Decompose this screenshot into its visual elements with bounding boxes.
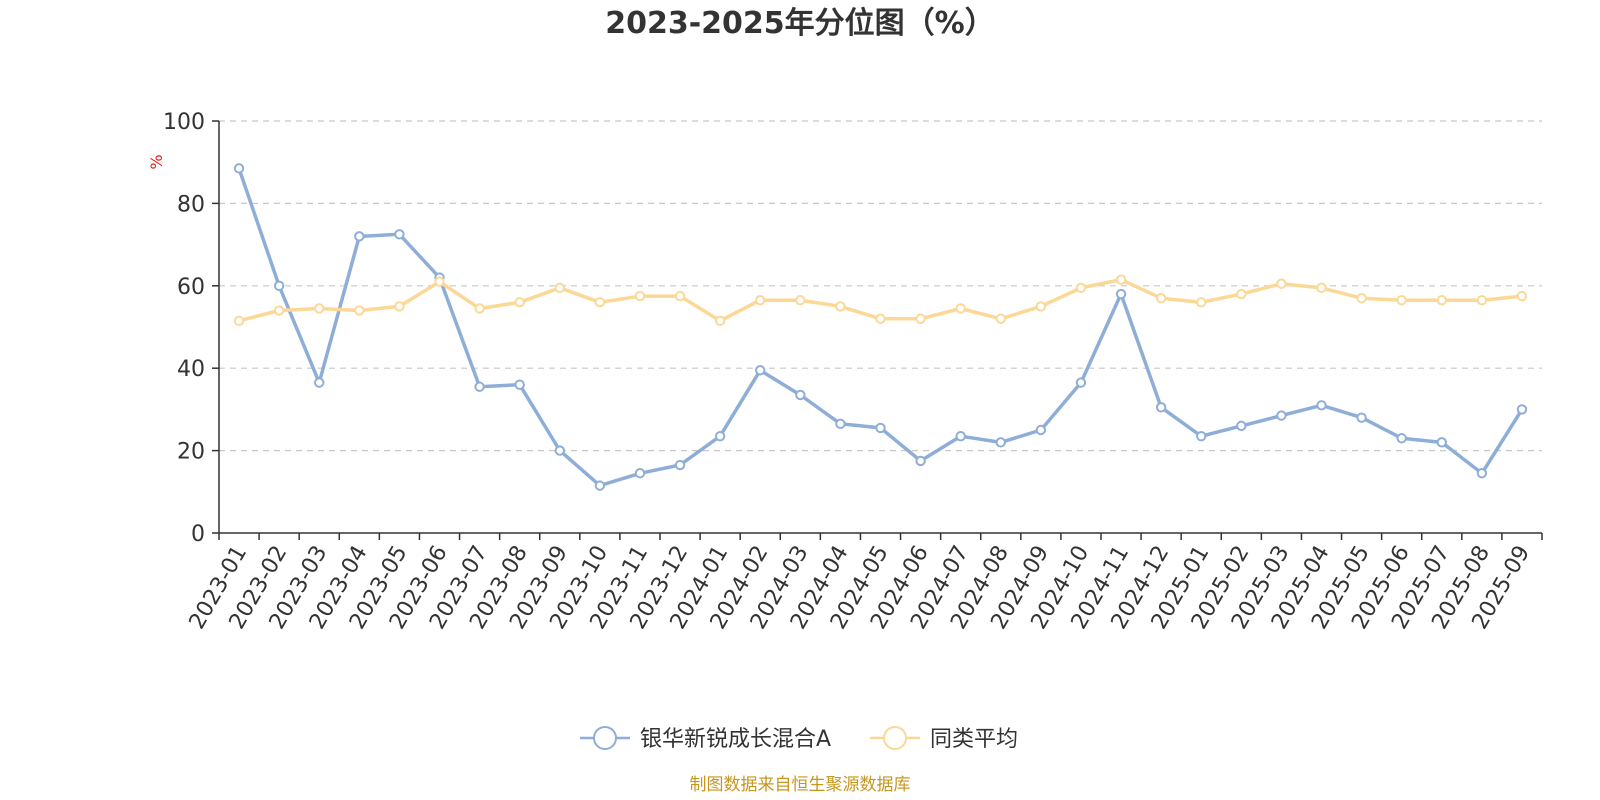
data-point [594,480,606,491]
legend-item-1[interactable]: 银华新锐成长混合A [580,726,831,752]
data-point [674,459,686,471]
y-tick-label: 80 [177,192,205,217]
data-point [875,313,886,324]
data-point [1236,420,1247,432]
data-point [755,365,766,376]
legend-circle-icon [883,726,907,750]
source-note: 制图数据来自恒生聚源数据库 [690,775,911,795]
data-point [314,377,325,388]
data-point [434,276,445,287]
data-point [474,381,485,392]
chart-title: 2023-2025年分位图（%） [605,6,995,41]
y-tick-label: 100 [163,110,205,135]
data-point [1476,295,1488,306]
data-point [915,455,926,467]
data-point [1436,437,1447,448]
data-point [474,303,485,314]
data-point [915,313,926,324]
data-point [554,445,565,456]
data-point [835,418,846,430]
data-point [1316,282,1327,294]
data-point [1396,295,1407,306]
data-point [1356,292,1367,304]
data-point [1155,292,1167,304]
data-point [514,297,525,308]
data-point [1436,295,1447,306]
legend-circle-icon [593,726,617,750]
x-axis-ticks: 2023-012023-022023-032023-042023-052023-… [185,533,1543,634]
data-point [1155,402,1167,413]
y-tick-label: 60 [177,275,205,300]
data-point [955,303,966,314]
legend-label: 银华新锐成长混合A [640,727,831,752]
axes [218,121,1542,534]
data-point [233,163,245,174]
series-lines [233,163,1528,491]
data-point [1196,430,1207,442]
data-point [795,389,806,401]
data-point [1115,274,1127,285]
series-line [237,167,1524,488]
data-point [674,290,686,302]
data-point [1396,433,1407,444]
data-point [835,301,846,312]
data-point [1476,468,1488,479]
data-point [1075,282,1087,294]
data-point [594,297,606,308]
data-point [634,468,646,479]
y-tick-label: 40 [177,357,205,382]
data-point [233,315,245,327]
data-point [995,437,1006,448]
series-2 [233,274,1528,327]
data-point [955,430,966,442]
data-point [875,422,886,434]
series-1 [233,163,1528,491]
data-point [394,229,405,240]
data-point [1035,424,1047,436]
data-point [1276,410,1287,421]
data-point [714,315,726,327]
data-point [354,305,365,316]
y-axis-ticks: 0 20 40 60 80 100 [163,110,219,547]
data-point [1236,288,1247,300]
data-point [514,379,525,390]
data-point [273,305,285,316]
legend-label: 同类平均 [930,727,1018,752]
y-axis-unit-label: % [147,154,166,169]
data-point [354,231,365,242]
data-point [995,313,1006,324]
data-point [394,301,405,312]
data-point [1276,278,1287,289]
y-tick-label: 20 [177,440,205,465]
grid-lines [219,120,1542,452]
data-point [1196,297,1207,308]
legend-item-2[interactable]: 同类平均 [870,726,1018,752]
data-point [1356,412,1367,423]
data-point [755,295,766,306]
data-point [1035,301,1047,312]
data-point [634,290,646,302]
data-point [795,295,806,306]
data-point [314,303,325,314]
data-point [1516,290,1528,302]
data-point [273,280,285,291]
y-tick-label: 0 [191,522,205,547]
data-point [714,430,726,442]
data-point [1075,377,1087,388]
data-point [1316,400,1327,411]
data-point [1115,288,1127,300]
data-point [554,282,565,294]
legend: 银华新锐成长混合A 同类平均 [580,726,1018,752]
data-point [1516,404,1528,415]
